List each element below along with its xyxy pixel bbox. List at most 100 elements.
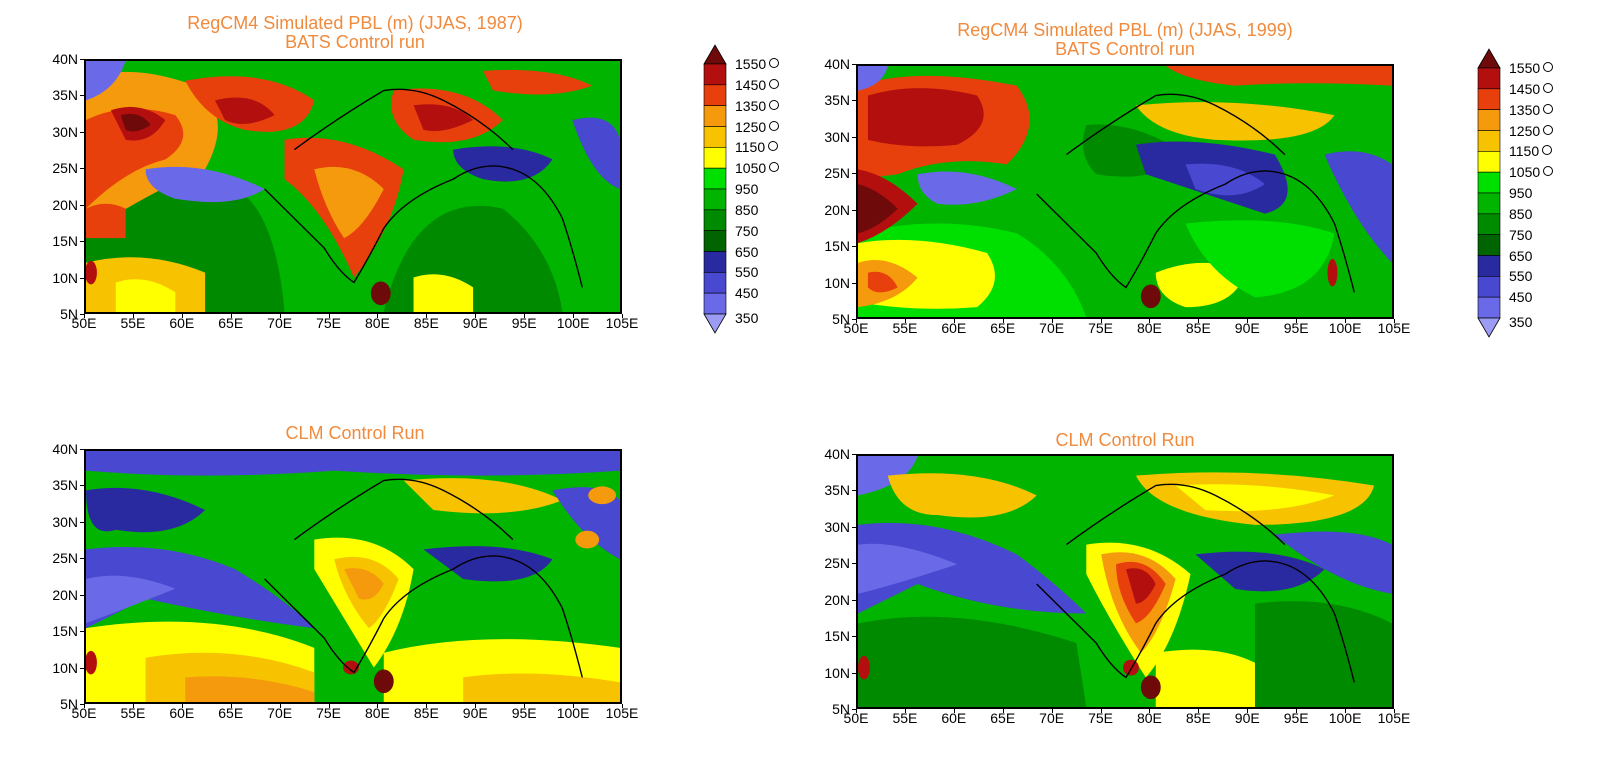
lon-tick-mark <box>475 314 477 318</box>
lat-tick-mark <box>852 136 856 138</box>
colorbar-level-label: 1050 <box>1509 164 1554 181</box>
colorbar-band <box>703 63 727 86</box>
lon-tick-label: 105E <box>605 315 639 331</box>
colorbar-level-value: 1050 <box>1509 164 1541 181</box>
colorbar-level-label: 550 <box>1509 268 1532 284</box>
colorbar-level-value: 1250 <box>1509 122 1541 139</box>
lat-tick-label: 35N <box>52 477 78 494</box>
lon-tick-mark <box>953 709 955 713</box>
lon-tick-label: 95E <box>1283 710 1309 726</box>
lon-tick-label: 50E <box>843 320 869 336</box>
circle-marker-icon <box>769 78 780 89</box>
lat-tick-mark <box>80 594 84 596</box>
panel-title-line1: RegCM4 Simulated PBL (m) (JJAS, 1999) <box>957 20 1293 40</box>
lon-tick-mark <box>230 314 232 318</box>
colorbar-band <box>703 230 727 252</box>
colorbar-band <box>703 84 727 106</box>
lat-tick-mark <box>80 168 84 170</box>
lat-tick-mark <box>80 59 84 60</box>
lon-tick-label: 85E <box>413 705 439 721</box>
lat-tick-label: 25N <box>824 555 850 572</box>
lon-tick-mark <box>904 709 906 713</box>
lon-tick-mark <box>84 314 85 318</box>
lat-tick-mark <box>852 173 856 175</box>
lat-tick-label: 20N <box>52 586 78 603</box>
colorbar-level-label: 1150 <box>735 139 779 155</box>
lat-tick-label: 15N <box>824 238 850 255</box>
circle-marker-icon <box>1543 103 1554 114</box>
lon-tick-mark <box>856 319 857 323</box>
colorbar-level-value: 1350 <box>735 97 767 114</box>
lon-tick-mark <box>475 704 477 708</box>
colorbar-level-label: 850 <box>735 202 758 218</box>
lat-tick-mark <box>852 672 856 674</box>
colorbar-level-value: 850 <box>1509 205 1533 222</box>
lon-tick-mark <box>426 314 428 318</box>
colorbar-level-value: 1050 <box>735 160 767 177</box>
colorbar-level-value: 950 <box>1509 185 1533 201</box>
lon-tick-label: 70E <box>267 705 293 721</box>
lon-tick-mark <box>904 319 906 323</box>
colorbar-band <box>1477 109 1501 131</box>
pbl-map <box>84 449 622 704</box>
colorbar-band <box>1477 130 1501 152</box>
colorbar <box>703 44 727 334</box>
panel-title: CLM Control Run <box>60 424 650 443</box>
lat-tick-mark <box>80 204 84 206</box>
lon-tick-label: 55E <box>120 705 146 721</box>
pbl-map <box>856 454 1394 709</box>
lon-tick-label: 70E <box>267 315 293 331</box>
lat-tick-mark <box>852 282 856 284</box>
colorbar-level-value: 1450 <box>735 76 767 93</box>
lon-tick-label: 70E <box>1039 320 1065 336</box>
lon-tick-label: 55E <box>892 320 918 336</box>
colorbar-level-value: 1150 <box>1509 143 1540 160</box>
lat-tick-label: 40N <box>52 51 78 67</box>
colorbar-band <box>1477 296 1501 319</box>
circle-marker-icon <box>1543 62 1554 72</box>
colorbar-min-triangle <box>1477 317 1501 338</box>
lon-tick-label: 100E <box>556 705 590 721</box>
lon-tick-mark <box>230 704 232 708</box>
lat-tick-label: 30N <box>824 518 850 535</box>
colorbar-band <box>703 147 727 169</box>
lon-tick-label: 50E <box>71 315 97 331</box>
lon-tick-label: 105E <box>1377 320 1411 336</box>
colorbar-legend: 1550 1450 1350 1250 1150 1050 950 850 750 650 550 4… <box>1477 48 1567 338</box>
lon-tick-mark <box>279 314 281 318</box>
colorbar-band <box>1477 234 1501 256</box>
lat-tick-label: 5N <box>60 306 78 322</box>
colorbar-level-value: 550 <box>735 264 759 281</box>
circle-marker-icon <box>769 120 780 131</box>
lat-tick-label: 40N <box>52 441 78 457</box>
lon-tick-label: 90E <box>462 705 488 721</box>
lat-tick-mark <box>80 558 84 560</box>
colorbar-level-label: 1050 <box>735 160 780 177</box>
lon-tick-mark <box>524 314 526 318</box>
lat-tick-label: 20N <box>824 201 850 218</box>
colorbar-level-label: 950 <box>735 181 758 197</box>
lon-tick-label: 55E <box>892 710 918 726</box>
lon-tick-label: 65E <box>990 320 1016 336</box>
colorbar-band <box>1477 192 1501 215</box>
lon-tick-mark <box>1345 709 1347 713</box>
lon-tick-mark <box>377 704 379 708</box>
lat-tick-mark <box>80 631 84 633</box>
lat-tick-mark <box>80 314 84 315</box>
colorbar-level-value: 750 <box>735 222 759 239</box>
circle-marker-icon <box>769 162 780 173</box>
pbl-map <box>84 59 622 314</box>
circle-marker-icon <box>768 141 779 152</box>
colorbar-band <box>1477 171 1501 194</box>
colorbar-level-label: 1450 <box>735 76 780 93</box>
lon-tick-label: 100E <box>1328 320 1362 336</box>
colorbar-band <box>703 105 727 127</box>
colorbar-level-value: 650 <box>1509 247 1533 264</box>
colorbar-level-label: 550 <box>735 264 758 280</box>
lon-tick-mark <box>1149 319 1151 323</box>
lon-tick-label: 75E <box>1088 320 1113 336</box>
colorbar <box>1477 48 1501 338</box>
lat-tick-label: 10N <box>824 274 850 291</box>
colorbar-band <box>1477 151 1501 173</box>
lon-tick-label: 75E <box>316 705 341 721</box>
